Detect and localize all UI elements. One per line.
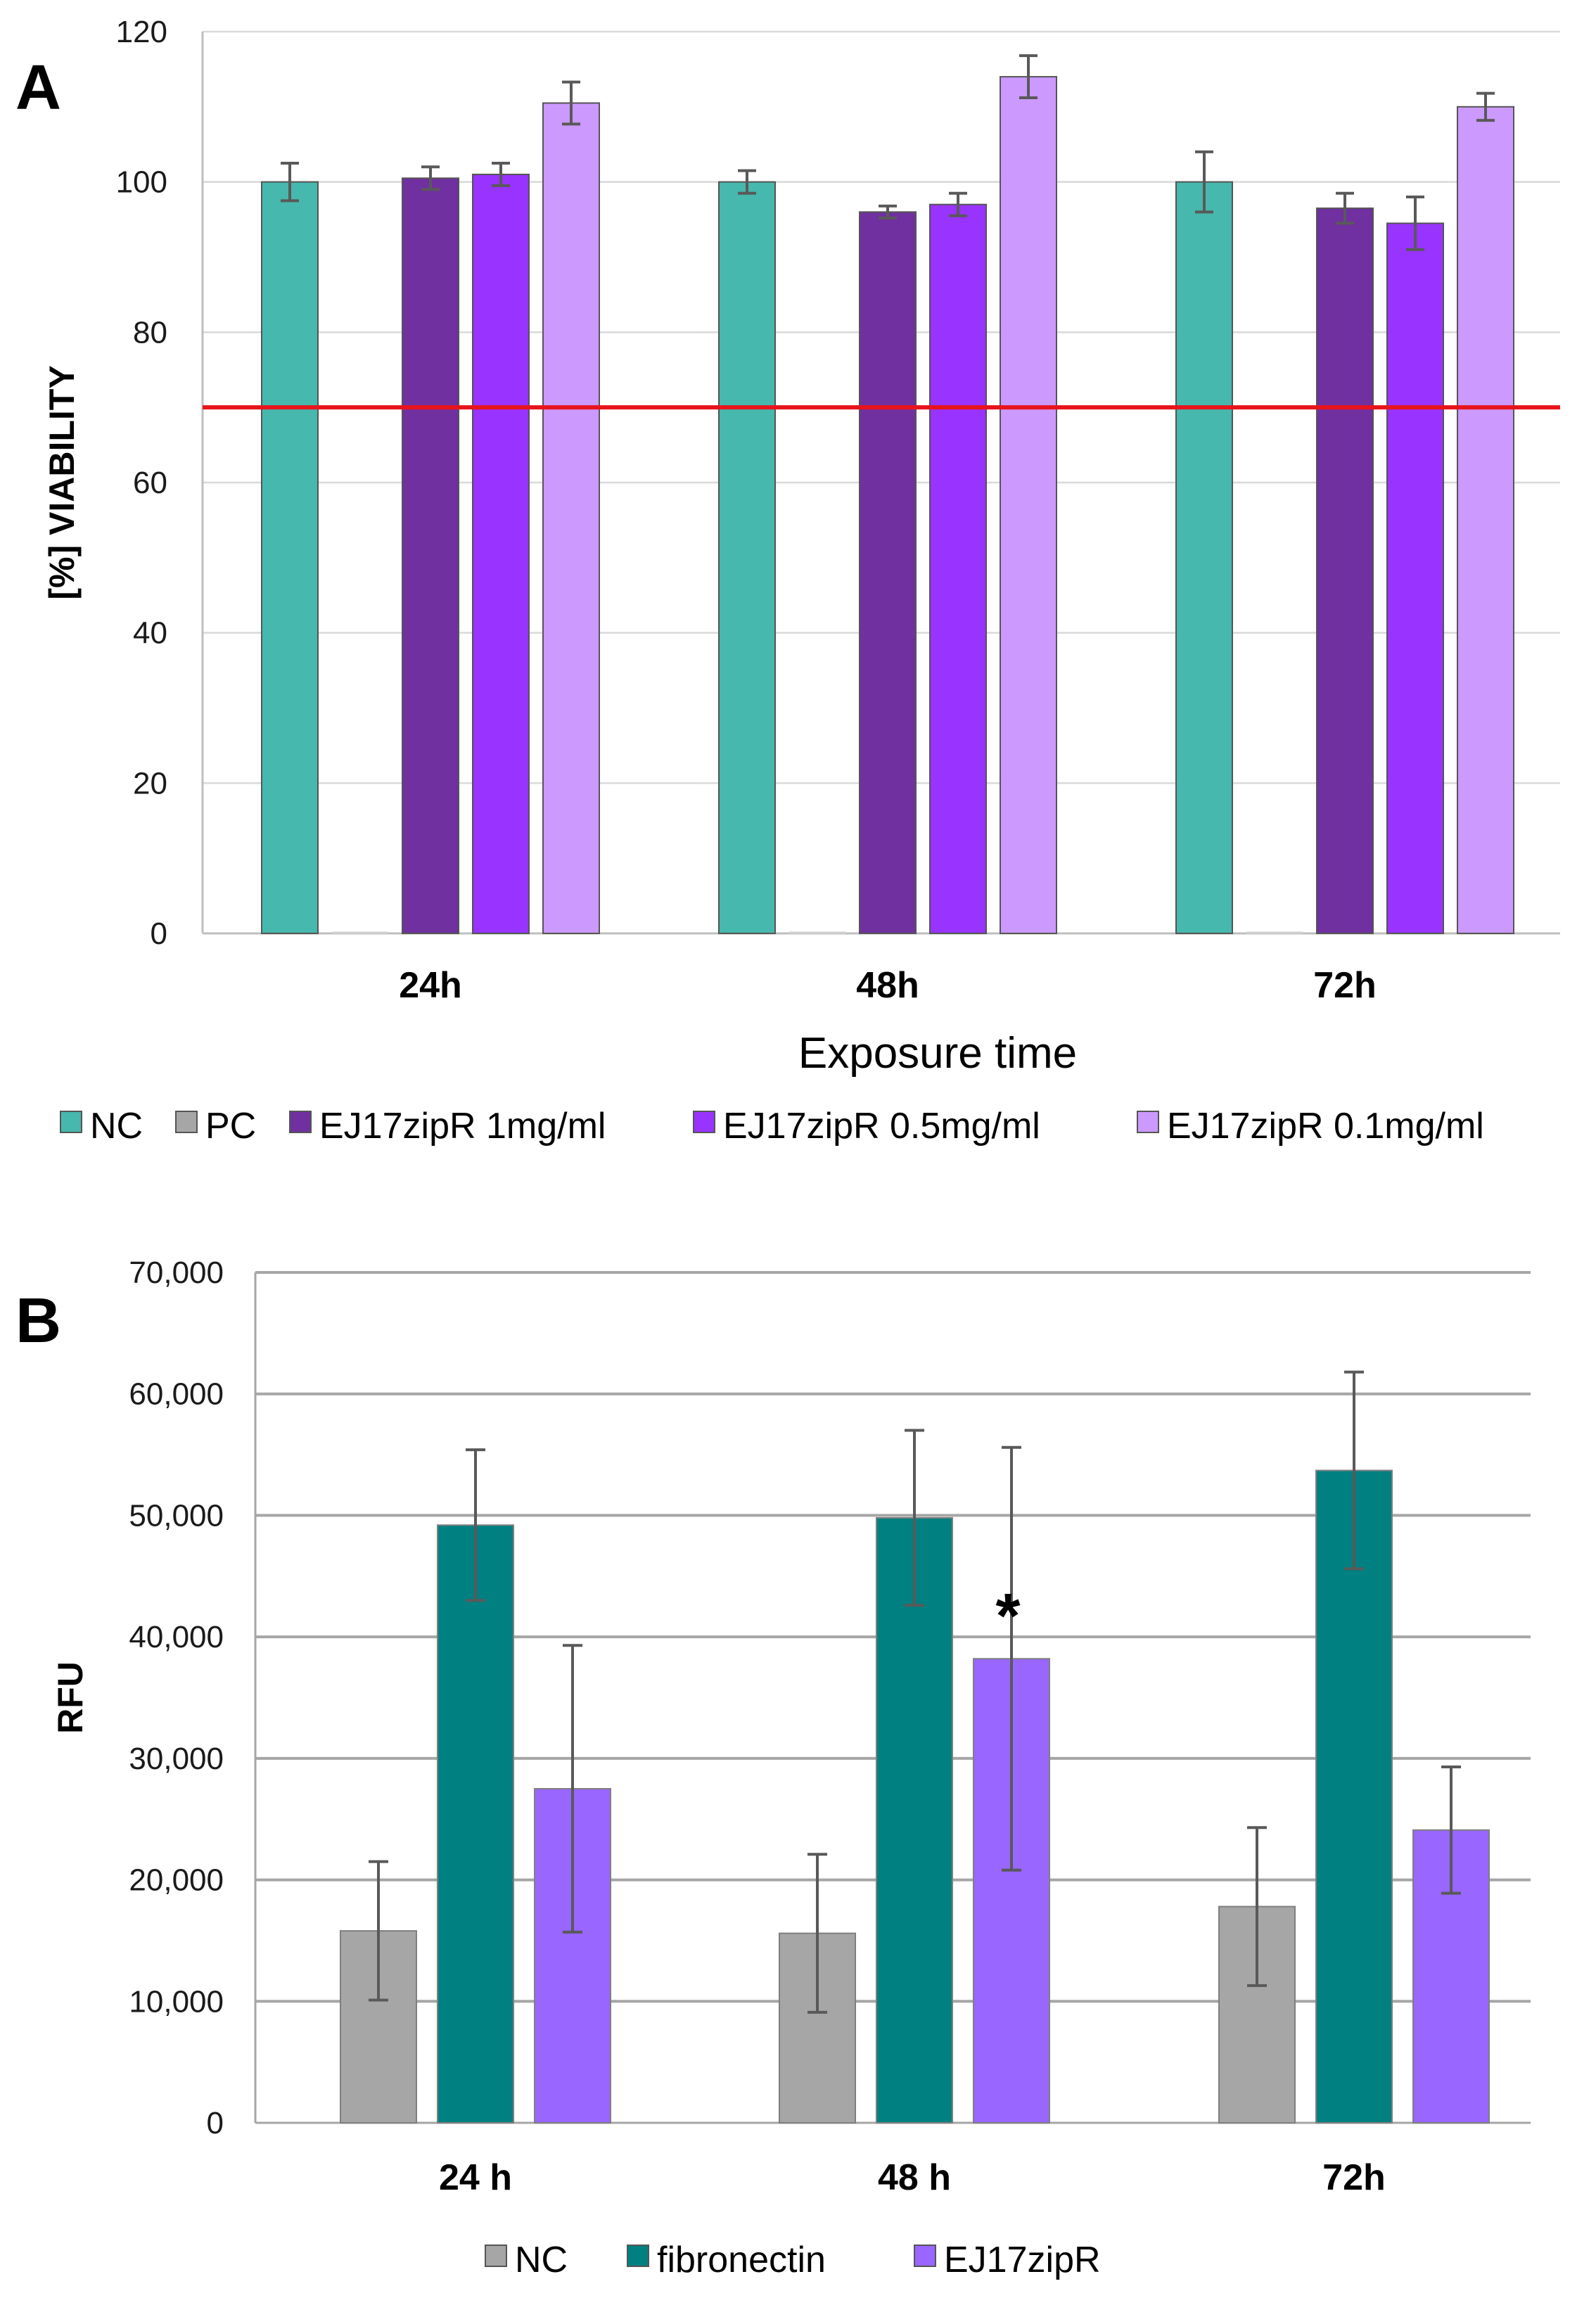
chart-panel-a: A 0 20 40 60 80 100 120 24h 48h 72h [%] VIABILITY Ex… bbox=[15, 15, 1560, 1147]
legend-label: EJ17zipR bbox=[944, 2240, 1101, 2280]
y-axis-label: [%] VIABILITY bbox=[42, 365, 82, 599]
legend-swatch bbox=[627, 2245, 649, 2267]
significance-marker: * bbox=[995, 1581, 1020, 1652]
legend-swatch bbox=[60, 1111, 82, 1133]
bar-ej17zipr-0-5mg-ml bbox=[1386, 222, 1444, 934]
y-tick-label: 60,000 bbox=[129, 1377, 224, 1412]
y-tick-label: 80 bbox=[133, 315, 167, 350]
bar-fibronectin bbox=[876, 1517, 953, 2124]
legend-label: EJ17zipR 0.5mg/ml bbox=[723, 1106, 1040, 1147]
legend-label: EJ17zipR 0.1mg/ml bbox=[1167, 1106, 1484, 1147]
legend-label: EJ17zipR 1mg/ml bbox=[319, 1106, 606, 1147]
bar-nc bbox=[718, 181, 776, 935]
legend-swatch bbox=[175, 1111, 198, 1133]
legend-swatch bbox=[485, 2245, 507, 2267]
legend-label: NC bbox=[90, 1106, 143, 1147]
x-tick-label: 24h bbox=[399, 965, 462, 1006]
legend-label: NC bbox=[515, 2240, 568, 2280]
y-tick-label: 60 bbox=[133, 466, 167, 500]
bar-ej17zipr-0-5mg-ml bbox=[929, 203, 987, 934]
y-tick-label: 40,000 bbox=[129, 1620, 224, 1654]
y-tick-label: 20 bbox=[133, 766, 167, 800]
bar-ej17zipr-0-1mg-ml bbox=[1000, 76, 1057, 935]
bar-ej17zipr-1mg-ml bbox=[1316, 207, 1374, 934]
panel-label: B bbox=[15, 1286, 61, 1356]
x-tick-label: 24 h bbox=[439, 2157, 512, 2198]
bar-nc bbox=[1175, 181, 1233, 935]
legend-label: fibronectin bbox=[657, 2240, 826, 2280]
panel-label: A bbox=[15, 53, 61, 123]
legend-swatch bbox=[1137, 1111, 1159, 1133]
bar-ej17zipr-0-5mg-ml bbox=[472, 173, 530, 935]
y-tick-label: 40 bbox=[133, 616, 167, 651]
y-tick-label: 50,000 bbox=[129, 1498, 224, 1533]
x-axis-label: Exposure time bbox=[798, 1029, 1077, 1078]
legend-label: PC bbox=[205, 1106, 256, 1147]
chart-panel-b: B 0 10,000 20,000 30,000 40,000 50,000 60,000 70… bbox=[15, 1256, 1531, 2280]
legend-swatch bbox=[914, 2245, 936, 2267]
bar-ej17zipr-1mg-ml bbox=[402, 177, 459, 935]
x-tick-label: 72h bbox=[1313, 965, 1377, 1006]
x-tick-label: 72h bbox=[1322, 2157, 1386, 2198]
bar-fibronectin bbox=[1315, 1469, 1393, 2124]
y-tick-label: 10,000 bbox=[129, 1984, 224, 2019]
y-tick-label: 70,000 bbox=[129, 1256, 224, 1290]
legend-swatch bbox=[693, 1111, 715, 1133]
x-tick-label: 48 h bbox=[878, 2157, 951, 2198]
y-tick-label: 30,000 bbox=[129, 1742, 224, 1776]
y-axis-label: RFU bbox=[51, 1661, 90, 1734]
bar-ej17zipr-1mg-ml bbox=[859, 211, 917, 934]
bar-nc bbox=[261, 181, 319, 935]
y-tick-label: 100 bbox=[116, 165, 167, 200]
y-tick-label: 0 bbox=[151, 917, 167, 951]
bar-ej17zipr-0-1mg-ml bbox=[1457, 106, 1514, 934]
legend-swatch bbox=[289, 1111, 312, 1133]
y-tick-label: 120 bbox=[116, 15, 167, 49]
bar-ej17zipr-0-1mg-ml bbox=[542, 102, 600, 934]
x-tick-label: 48h bbox=[856, 965, 919, 1006]
bar-fibronectin bbox=[437, 1524, 514, 2124]
y-tick-label: 20,000 bbox=[129, 1863, 224, 1898]
y-tick-label: 0 bbox=[207, 2106, 224, 2140]
